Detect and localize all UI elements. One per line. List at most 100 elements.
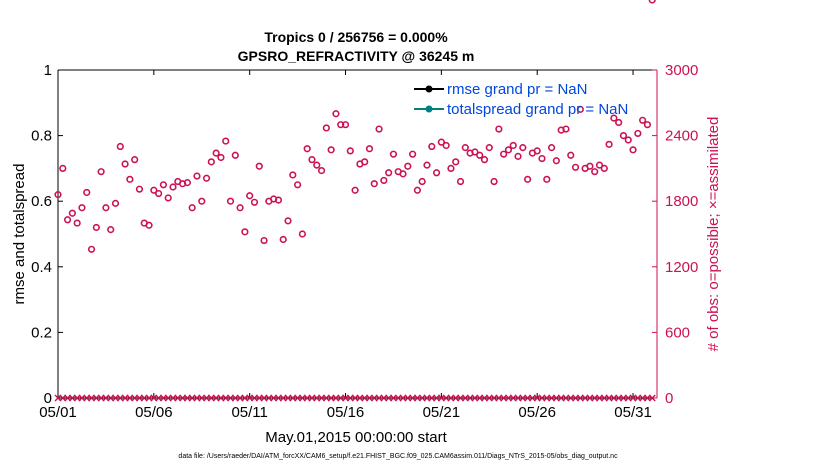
- possible-obs-point: [313, 161, 321, 169]
- possible-obs-point: [116, 142, 124, 151]
- possible-obs-point: [461, 144, 469, 152]
- possible-obs-point: [409, 150, 417, 158]
- possible-obs-point: [298, 230, 306, 238]
- y-left-tick-label: 0.8: [31, 128, 52, 145]
- possible-obs-point: [432, 169, 441, 177]
- possible-obs-point: [524, 175, 532, 183]
- possible-obs-point: [274, 196, 283, 204]
- possible-obs-point: [586, 162, 594, 170]
- possible-obs-point: [629, 146, 637, 154]
- data-file-footnote: data file: /Users/raeder/DAI/ATM_forcXX/…: [178, 453, 618, 460]
- possible-obs-point: [145, 221, 153, 229]
- possible-obs-point: [164, 194, 172, 202]
- possible-obs-point: [643, 121, 652, 129]
- possible-obs-point: [255, 162, 263, 170]
- y-right-tick-label: 3000: [665, 62, 698, 79]
- possible-obs-point: [495, 125, 503, 133]
- possible-obs-point: [543, 175, 551, 183]
- possible-obs-point: [59, 164, 67, 172]
- possible-obs-point: [217, 153, 225, 162]
- possible-obs-point: [567, 151, 575, 159]
- possible-obs-point: [600, 164, 608, 172]
- possible-obs-series: [54, 0, 656, 253]
- y-axis-label-left: rmse and totalspread: [11, 164, 28, 305]
- possible-obs-point: [198, 197, 206, 205]
- possible-obs-point: [111, 199, 120, 207]
- possible-obs-point: [337, 121, 345, 129]
- possible-obs-point: [107, 226, 115, 234]
- y-axis-label-right: # of obs: o=possible; ×=assimilated: [705, 117, 722, 352]
- possible-obs-point: [533, 147, 541, 155]
- possible-obs-point: [591, 168, 599, 176]
- legend-totalspread-marker: [425, 105, 433, 113]
- possible-obs-point: [279, 235, 287, 244]
- y-right-tick-label: 600: [665, 324, 690, 341]
- possible-obs-point: [456, 177, 465, 186]
- y-axis-left-ticks: 0 0.2 0.4 0.6 0.8 1: [31, 62, 63, 407]
- possible-obs-point: [183, 179, 191, 187]
- possible-obs-point: [576, 105, 584, 113]
- y-left-tick-label: 0.2: [31, 324, 52, 341]
- possible-obs-point: [308, 156, 316, 164]
- possible-obs-point: [322, 124, 330, 132]
- possible-obs-point: [595, 161, 604, 169]
- possible-obs-point: [159, 181, 168, 189]
- possible-obs-point: [605, 140, 613, 148]
- y-right-tick-label: 0: [665, 390, 673, 407]
- y-axis-right-ticks: 0 600 1200 1800 2400 3000: [652, 62, 698, 407]
- plot-area: [57, 69, 658, 399]
- possible-obs-point: [509, 141, 517, 150]
- possible-obs-point: [226, 197, 235, 205]
- possible-obs-point: [634, 129, 642, 138]
- possible-obs-point: [121, 160, 129, 168]
- possible-obs-point: [97, 168, 105, 176]
- possible-obs-point: [442, 141, 450, 150]
- possible-obs-point: [54, 191, 62, 199]
- legend-rmse-marker: [425, 85, 433, 93]
- possible-obs-point: [351, 186, 359, 194]
- possible-obs-point: [428, 142, 436, 151]
- chart-subtitle: GPSRO_REFRACTIVITY @ 36245 m: [238, 48, 475, 64]
- y-left-tick-label: 1: [44, 62, 52, 79]
- possible-obs-point: [202, 174, 211, 182]
- y-right-tick-label: 1200: [665, 259, 698, 276]
- possible-obs-point: [63, 216, 72, 224]
- possible-obs-point: [73, 219, 81, 227]
- legend-rmse-label: rmse grand pr = NaN: [447, 81, 587, 98]
- possible-obs-point: [135, 185, 144, 193]
- plot-background: [58, 70, 657, 398]
- possible-obs-point: [246, 192, 254, 200]
- possible-obs-point: [370, 180, 378, 188]
- possible-obs-point: [87, 245, 96, 253]
- possible-obs-point: [476, 151, 484, 159]
- possible-obs-point: [418, 177, 426, 186]
- possible-obs-point: [68, 209, 76, 217]
- possible-obs-point: [92, 223, 100, 232]
- possible-obs-point: [193, 172, 201, 180]
- possible-obs-point: [317, 166, 326, 175]
- possible-obs-point: [490, 177, 498, 186]
- possible-obs-point: [365, 145, 374, 153]
- possible-obs-point: [289, 171, 297, 179]
- possible-obs-point: [222, 137, 230, 145]
- possible-obs-point: [126, 175, 134, 183]
- possible-obs-point: [547, 144, 556, 152]
- x-axis-ticks: 05/01 05/06 05/11 05/16 05/21 05/26 05/31: [39, 70, 652, 421]
- possible-obs-point: [648, 0, 656, 4]
- possible-obs-point: [404, 162, 412, 170]
- possible-obs-point: [327, 146, 335, 154]
- possible-obs-point: [212, 149, 220, 157]
- x-tick-label: 05/01: [39, 404, 77, 421]
- x-tick-label: 05/31: [614, 404, 652, 421]
- x-tick-label: 05/16: [327, 404, 365, 421]
- possible-obs-point: [188, 204, 196, 212]
- x-axis-label: May.01,2015 00:00:00 start: [265, 429, 447, 446]
- legend-totalspread-label: totalspread grand pr = NaN: [447, 101, 628, 118]
- assimilated-obs-series: [54, 394, 656, 402]
- possible-obs-point: [480, 156, 489, 164]
- possible-obs-point: [423, 161, 431, 169]
- possible-obs-point: [610, 114, 618, 122]
- possible-obs-point: [303, 145, 311, 153]
- x-tick-label: 05/11: [231, 404, 267, 421]
- possible-obs-point: [624, 136, 632, 144]
